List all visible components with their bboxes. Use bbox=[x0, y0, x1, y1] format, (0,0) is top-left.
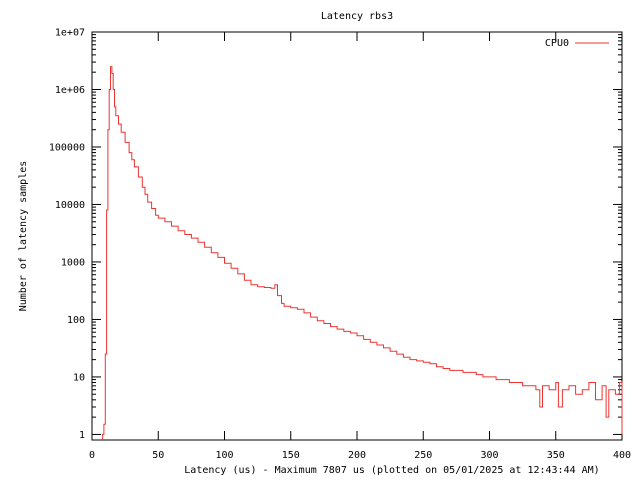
y-tick-label: 10 bbox=[73, 372, 85, 383]
series-line-cpu0 bbox=[102, 66, 623, 440]
legend: CPU0 bbox=[545, 38, 609, 49]
y-tick-label: 100000 bbox=[49, 142, 85, 153]
legend-label: CPU0 bbox=[545, 38, 569, 49]
x-tick-label: 300 bbox=[480, 450, 498, 461]
plot-area bbox=[91, 31, 623, 441]
y-tick-label: 1 bbox=[79, 430, 85, 441]
x-axis: 0 50 100 150 200 250 300 350 400 bbox=[89, 32, 631, 461]
x-tick-label: 0 bbox=[89, 450, 95, 461]
y-axis-title: Number of latency samples bbox=[18, 161, 29, 312]
y-tick-label: 1e+07 bbox=[55, 28, 85, 39]
y-tick-label: 100 bbox=[67, 315, 85, 326]
series-layer bbox=[102, 66, 623, 440]
x-tick-label: 400 bbox=[613, 450, 631, 461]
x-tick-label: 200 bbox=[348, 450, 366, 461]
x-tick-label: 350 bbox=[547, 450, 565, 461]
y-axis: 1 10 100 1000 10000 100000 1e+06 1e+07 bbox=[49, 28, 622, 441]
x-tick-label: 50 bbox=[152, 450, 164, 461]
y-tick-label: 1e+06 bbox=[55, 85, 85, 96]
chart-title: Latency rbs3 bbox=[321, 11, 393, 22]
x-tick-label: 150 bbox=[282, 450, 300, 461]
x-tick-label: 100 bbox=[215, 450, 233, 461]
x-axis-title: Latency (us) - Maximum 7807 us (plotted … bbox=[184, 465, 599, 476]
y-tick-label: 1000 bbox=[61, 257, 85, 268]
x-tick-label: 250 bbox=[414, 450, 432, 461]
y-tick-label: 10000 bbox=[55, 200, 85, 211]
